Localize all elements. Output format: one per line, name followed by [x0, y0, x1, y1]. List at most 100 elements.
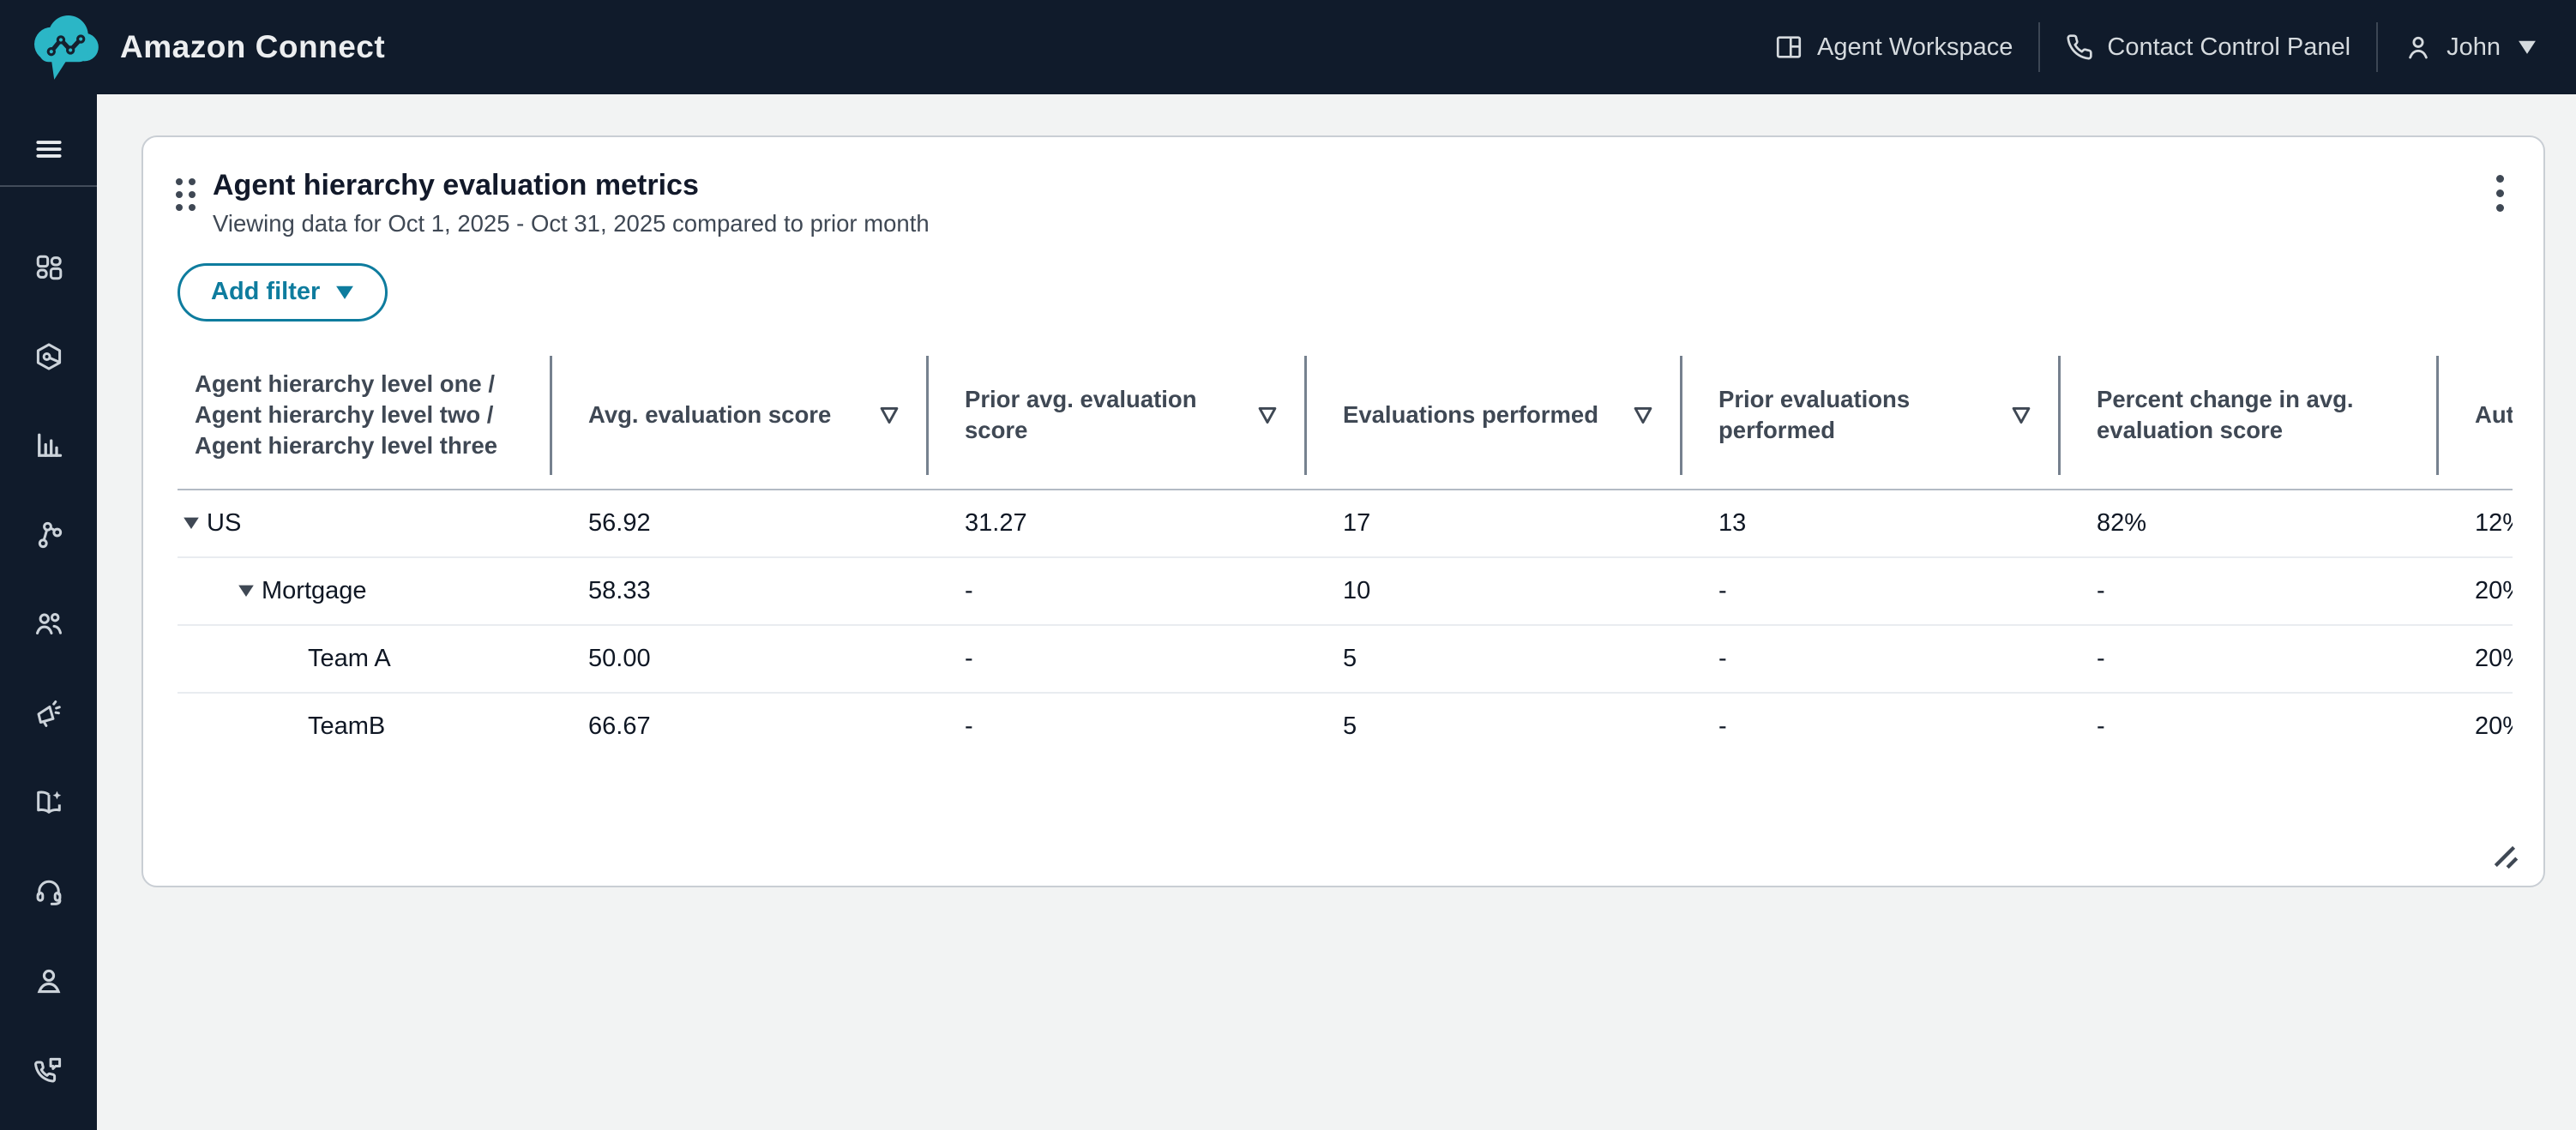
menu-icon	[35, 141, 62, 158]
metrics-widget-card: Agent hierarchy evaluation metrics Viewi…	[141, 135, 2545, 887]
metrics-table-container: Agent hierarchy level one / Agent hierar…	[178, 341, 2513, 760]
cell-prior-avg-score: -	[965, 712, 973, 741]
sidebar-item-dashboard[interactable]	[0, 223, 97, 312]
chevron-down-icon	[2519, 40, 2536, 54]
hierarchy-name: TeamB	[308, 712, 386, 741]
add-filter-button[interactable]: Add filter	[178, 262, 388, 322]
sidebar-item-agent-workspace[interactable]	[0, 847, 97, 936]
column-header-avg-score[interactable]: Avg. evaluation score	[552, 341, 929, 490]
sidebar-item-announcements[interactable]	[0, 669, 97, 758]
megaphone-icon	[37, 700, 61, 727]
cell-clipped: 20%	[2439, 624, 2513, 694]
table-row: US 56.92 31.27 17 13 82% 12%	[178, 489, 2513, 558]
book-sparkle-icon	[36, 790, 61, 814]
cell-prior-avg-score: -	[929, 624, 1307, 694]
cell-evaluations: 5	[1307, 624, 1682, 694]
user-icon	[2409, 36, 2428, 59]
cell-evaluations: 17	[1307, 489, 1682, 558]
hexagon-routing-icon	[36, 343, 61, 370]
users-icon	[35, 612, 62, 634]
nav-agent-workspace[interactable]: Agent Workspace	[1774, 33, 2013, 62]
phone-message-icon	[33, 1057, 61, 1083]
app-title: Amazon Connect	[120, 29, 386, 64]
nav-label: Contact Control Panel	[2107, 33, 2351, 61]
widget-title: Agent hierarchy evaluation metrics	[213, 169, 699, 201]
cell-prior-evaluations: -	[1718, 712, 1727, 741]
table-row: Mortgage 58.33 - 10 - - 20%	[178, 556, 2513, 626]
sidebar-item-users[interactable]	[0, 580, 97, 669]
column-label: Prior avg. evaluation score	[965, 386, 1197, 444]
resize-handle-icon[interactable]	[2490, 841, 2521, 872]
phone-icon	[2067, 34, 2093, 60]
column-header-prior-avg-score[interactable]: Prior avg. evaluation score	[929, 341, 1307, 490]
cell-avg-score: 66.67	[588, 712, 651, 741]
cell-percent-change: -	[2061, 624, 2439, 694]
sidebar-menu-toggle[interactable]	[25, 125, 73, 173]
sidebar-item-metrics[interactable]	[0, 401, 97, 490]
cell-evaluations: 10	[1307, 556, 1682, 626]
cell-avg-score: 56.92	[552, 489, 929, 558]
sidebar-item-flows[interactable]	[0, 490, 97, 580]
metrics-table: Agent hierarchy level one / Agent hierar…	[178, 341, 2513, 760]
hierarchy-name: US	[207, 508, 242, 537]
column-label: Avg. evaluation score	[588, 401, 832, 429]
sidebar-nav	[0, 223, 97, 1115]
nav-separator	[2376, 22, 2379, 72]
widget-header: Agent hierarchy evaluation metrics Viewi…	[143, 137, 2543, 237]
filter-icon[interactable]	[879, 406, 900, 424]
brand: Amazon Connect	[29, 11, 385, 83]
column-label: Aut	[2475, 401, 2513, 429]
collapse-row-icon[interactable]	[236, 580, 256, 601]
cell-percent-change: -	[2061, 556, 2439, 626]
column-label: Agent hierarchy level one / Agent hierar…	[195, 370, 498, 460]
table-row: Team A 50.00 - 5 - - 20%	[178, 624, 2513, 694]
main-content: Agent hierarchy evaluation metrics Viewi…	[97, 94, 2576, 1130]
sidebar-item-knowledge[interactable]	[0, 758, 97, 847]
cell-percent-change: 82%	[2061, 489, 2439, 558]
table-row: TeamB 66.67 - 5 - - 20%	[178, 693, 2513, 760]
add-filter-label: Add filter	[211, 278, 321, 306]
bar-chart-icon	[37, 433, 62, 457]
cell-clipped: 20%	[2439, 556, 2513, 626]
person-icon	[37, 969, 60, 994]
cell-clipped: 20%	[2475, 712, 2513, 741]
top-navigation-bar: Amazon Connect Agent Workspace Contact C…	[0, 0, 2576, 94]
widget-options-kebab-icon[interactable]	[2477, 166, 2523, 219]
cell-prior-evaluations: -	[1682, 556, 2061, 626]
column-label: Prior evaluations performed	[1718, 386, 1911, 444]
cell-avg-score: 58.33	[552, 556, 929, 626]
widget-subtitle: Viewing data for Oct 1, 2025 - Oct 31, 2…	[213, 209, 930, 237]
nav-contact-control-panel[interactable]: Contact Control Panel	[2066, 33, 2350, 62]
cell-evaluations: 5	[1343, 712, 1357, 741]
user-name: John	[2447, 33, 2501, 61]
sidebar-divider	[0, 185, 97, 187]
filter-icon[interactable]	[1257, 406, 1278, 424]
cell-prior-avg-score: -	[929, 556, 1307, 626]
drag-handle-icon[interactable]	[176, 178, 196, 211]
sidebar-item-contact-control[interactable]	[0, 1025, 97, 1115]
chevron-down-icon	[336, 286, 354, 299]
cell-prior-evaluations: 13	[1682, 489, 2061, 558]
collapse-row-icon[interactable]	[181, 513, 202, 533]
apps-grid-icon	[36, 255, 62, 280]
branch-flow-icon	[38, 521, 62, 549]
top-nav: Agent Workspace Contact Control Panel Jo…	[1774, 22, 2537, 72]
sidebar-item-routing[interactable]	[0, 312, 97, 401]
column-label: Percent change in avg. evaluation score	[2097, 386, 2354, 444]
filter-icon[interactable]	[1633, 406, 1653, 424]
hierarchy-name: Team A	[308, 644, 391, 672]
column-header-evaluations-performed[interactable]: Evaluations performed	[1307, 341, 1682, 490]
column-header-percent-change: Percent change in avg. evaluation score	[2061, 341, 2439, 490]
workspace-layout-icon	[1776, 36, 1802, 58]
filter-icon[interactable]	[2011, 406, 2031, 424]
column-header-prior-evaluations[interactable]: Prior evaluations performed	[1682, 341, 2061, 490]
cell-prior-avg-score: 31.27	[929, 489, 1307, 558]
table-header-row: Agent hierarchy level one / Agent hierar…	[178, 341, 2513, 490]
user-menu[interactable]: John	[2404, 33, 2537, 62]
sidebar-item-profile[interactable]	[0, 936, 97, 1025]
nav-separator	[2038, 22, 2041, 72]
headset-icon	[36, 880, 61, 905]
hierarchy-name: Mortgage	[262, 576, 367, 604]
nav-label: Agent Workspace	[1817, 33, 2013, 61]
cell-percent-change: -	[2097, 712, 2105, 741]
